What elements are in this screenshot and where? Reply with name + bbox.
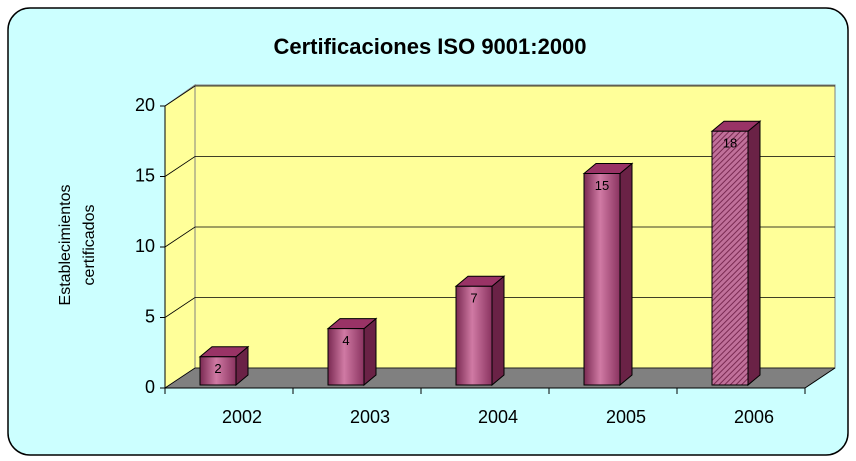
bar-side xyxy=(363,317,377,387)
data-label: 18 xyxy=(723,136,737,151)
y-tick-label: 15 xyxy=(135,165,155,185)
bar-side xyxy=(619,162,633,387)
bar-side xyxy=(747,120,761,387)
bar xyxy=(455,285,493,386)
floor-edge xyxy=(804,367,836,389)
x-tick-label: 2002 xyxy=(222,407,262,427)
bar-side xyxy=(491,275,505,387)
grid-line xyxy=(164,156,835,177)
data-label: 7 xyxy=(470,291,477,306)
data-label: 15 xyxy=(595,178,609,193)
y-axis-label-line: certificados xyxy=(81,205,98,286)
y-tick-label: 10 xyxy=(135,236,155,256)
y-tick-label: 20 xyxy=(135,95,155,115)
x-tick-label: 2006 xyxy=(734,407,774,427)
y-tick-label: 5 xyxy=(145,306,155,326)
bar xyxy=(583,173,621,386)
y-axis-label: Establecimientos certificados xyxy=(57,185,98,306)
data-label: 2 xyxy=(214,361,221,376)
bar xyxy=(711,130,749,386)
data-label: 4 xyxy=(342,333,349,348)
chart-title: Certificaciones ISO 9001:2000 xyxy=(273,34,586,59)
bar xyxy=(327,328,365,386)
x-tick-label: 2004 xyxy=(478,407,518,427)
x-tick-label: 2003 xyxy=(350,407,390,427)
grid-line xyxy=(164,85,835,107)
y-axis-label-line: Establecimientos xyxy=(57,185,74,306)
y-tick-label: 0 xyxy=(145,377,155,397)
side-wall xyxy=(164,84,196,389)
x-tick-label: 2005 xyxy=(606,407,646,427)
bar xyxy=(199,356,237,386)
